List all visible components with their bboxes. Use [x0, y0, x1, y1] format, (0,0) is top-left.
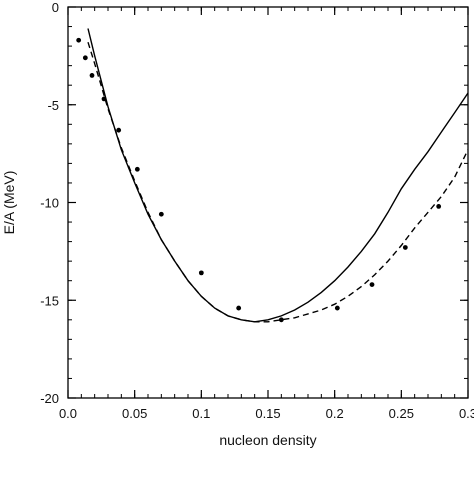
- plot-frame: [67, 6, 469, 399]
- y-tick-label: -20: [40, 391, 59, 406]
- data-point: [101, 96, 107, 102]
- points-layer: [76, 37, 442, 323]
- data-point: [278, 317, 284, 323]
- x-tick-label: 0.3: [459, 406, 474, 421]
- data-point: [76, 37, 82, 43]
- x-tick-label: 0.15: [255, 406, 280, 421]
- curves-layer: [87, 28, 468, 323]
- y-tick-label: -5: [47, 98, 59, 113]
- solid-curve: [87, 28, 468, 323]
- tick-labels-layer: 0.0 0.05 0.1 0.15 0.2 0.25 0.3 0 -5 -10 -15 -20: [40, 0, 474, 421]
- data-point: [236, 305, 242, 311]
- x-tick-label: 0.05: [122, 406, 147, 421]
- y-tick-label: 0: [52, 0, 59, 15]
- data-point: [402, 245, 408, 250]
- data-point: [369, 282, 375, 288]
- x-tick-label: 0.2: [326, 406, 344, 421]
- x-tick-label: 0.25: [389, 406, 414, 421]
- dashed-curve: [87, 41, 468, 323]
- data-point: [334, 305, 340, 311]
- data-point: [436, 204, 442, 209]
- x-tick-label: 0.1: [192, 406, 210, 421]
- y-tick-label: -15: [40, 293, 59, 308]
- data-point: [134, 166, 140, 172]
- x-tick-label: 0.0: [59, 406, 77, 421]
- data-point: [198, 270, 204, 276]
- data-point: [158, 211, 164, 217]
- y-axis-label: E/A (MeV): [1, 171, 17, 235]
- x-axis-label: nucleon density: [219, 432, 316, 448]
- data-point: [116, 127, 122, 133]
- data-point: [89, 73, 95, 78]
- data-point: [82, 55, 88, 61]
- y-tick-label: -10: [40, 196, 59, 211]
- ticks-layer: [67, 6, 469, 399]
